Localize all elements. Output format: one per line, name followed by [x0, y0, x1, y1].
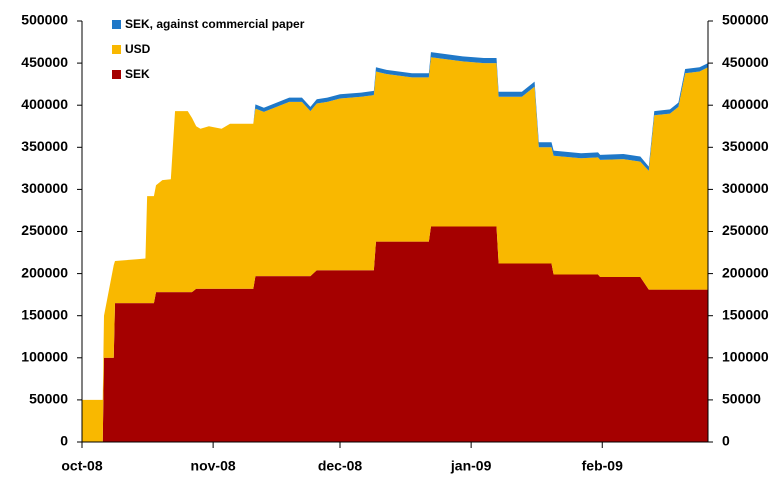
- y-tick-label: 50000: [29, 391, 68, 407]
- y-tick-label: 350000: [21, 138, 68, 154]
- y2-tick-label: 100000: [722, 349, 769, 365]
- legend-swatch: [112, 70, 121, 79]
- y2-tick-label: 350000: [722, 138, 769, 154]
- y-tick-label: 400000: [21, 96, 68, 112]
- y2-tick-label: 50000: [722, 391, 761, 407]
- legend-label: USD: [125, 42, 151, 56]
- y-tick-label: 300000: [21, 180, 68, 196]
- x-tick-label: dec-08: [318, 458, 363, 474]
- x-tick-label: oct-08: [61, 458, 102, 474]
- y-tick-label: 100000: [21, 349, 68, 365]
- x-tick-label: feb-09: [582, 458, 623, 474]
- y2-tick-label: 500000: [722, 12, 769, 28]
- legend-label: SEK: [125, 67, 150, 81]
- area: [82, 57, 708, 443]
- legend-swatch: [112, 45, 121, 54]
- legend-label: SEK, against commercial paper: [125, 17, 305, 31]
- y-tick-label: 200000: [21, 264, 68, 280]
- y2-tick-label: 0: [722, 433, 730, 449]
- y2-tick-label: 450000: [722, 54, 769, 70]
- y2-tick-label: 150000: [722, 306, 769, 322]
- y-tick-label: 150000: [21, 306, 68, 322]
- area: [82, 226, 708, 442]
- y2-tick-label: 250000: [722, 222, 769, 238]
- legend-swatch: [112, 20, 121, 29]
- y-tick-label: 250000: [21, 222, 68, 238]
- y2-tick-label: 400000: [722, 96, 769, 112]
- y2-tick-label: 300000: [722, 180, 769, 196]
- y-tick-label: 450000: [21, 54, 68, 70]
- x-tick-label: jan-09: [450, 458, 492, 474]
- y-tick-label: 0: [60, 433, 68, 449]
- x-tick-label: nov-08: [191, 458, 236, 474]
- y-tick-label: 500000: [21, 12, 68, 28]
- y2-tick-label: 200000: [722, 264, 769, 280]
